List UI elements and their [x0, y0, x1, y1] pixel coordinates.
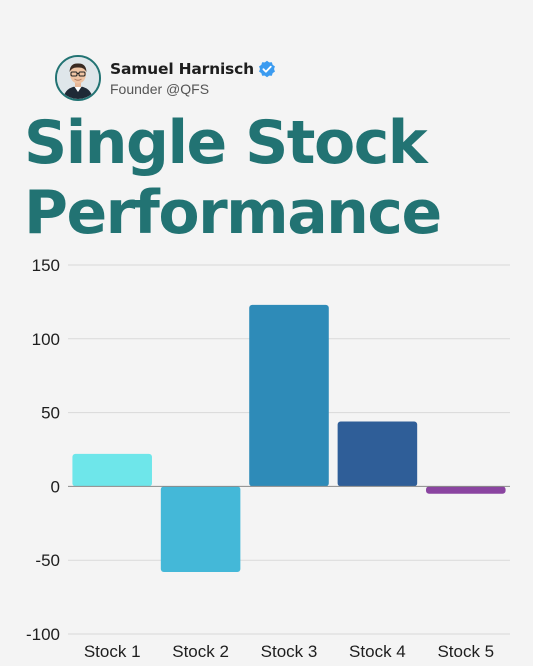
author-name: Samuel Harnisch	[110, 59, 254, 78]
bar-stock-4	[337, 421, 418, 487]
y-tick-label: 50	[41, 404, 60, 423]
author-block: Samuel Harnisch Founder @QFS	[55, 55, 276, 101]
title-line-1: Single Stock	[24, 108, 428, 178]
bar-stock-3	[249, 304, 329, 487]
avatar-portrait-icon	[57, 57, 99, 99]
x-tick-label: Stock 2	[172, 642, 229, 661]
y-tick-label: 0	[51, 477, 60, 496]
y-tick-label: 150	[32, 256, 60, 275]
x-tick-label: Stock 3	[261, 642, 318, 661]
title-line-2: Performance	[24, 178, 442, 248]
y-tick-label: -50	[35, 551, 60, 570]
author-role: Founder @QFS	[110, 80, 210, 97]
page-title: Single Stock Performance	[24, 108, 442, 248]
bar-stock-5	[426, 486, 506, 494]
x-tick-label: Stock 4	[349, 642, 406, 661]
bar-stock-2	[160, 486, 241, 573]
y-tick-label: 100	[32, 330, 60, 349]
avatar	[55, 55, 101, 101]
x-tick-label: Stock 1	[84, 642, 141, 661]
x-tick-label: Stock 5	[437, 642, 494, 661]
bar-stock-1	[72, 453, 152, 487]
verified-badge-icon	[258, 60, 275, 77]
y-tick-label: -100	[26, 625, 60, 644]
